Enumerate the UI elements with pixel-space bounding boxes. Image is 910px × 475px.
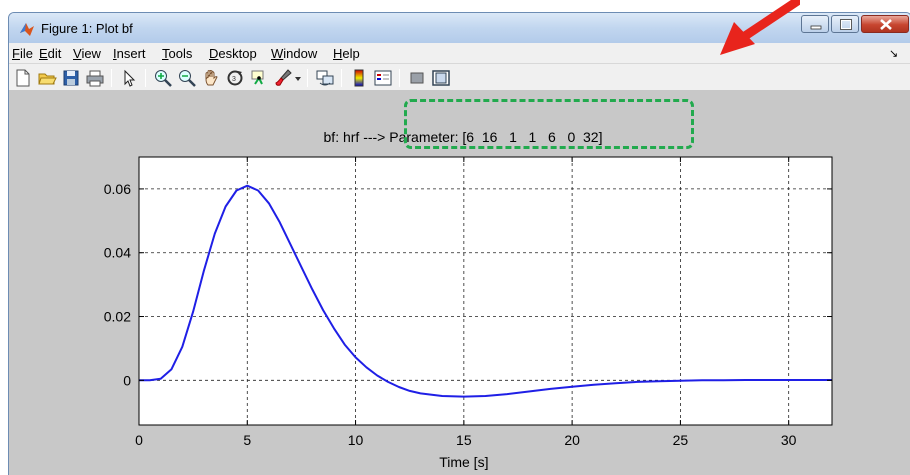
toolbar-separator (111, 69, 112, 87)
highlight-box (404, 99, 694, 149)
menu-file[interactable]: File (12, 46, 33, 61)
x-tick-label: 25 (673, 432, 689, 448)
menu-tools[interactable]: Tools (162, 46, 193, 61)
colorbar-icon[interactable] (349, 68, 369, 88)
maximize-button[interactable] (831, 15, 859, 33)
hide-plot-tools-icon[interactable] (407, 68, 427, 88)
svg-text:3: 3 (232, 76, 236, 83)
y-tick-label: 0.06 (104, 181, 131, 197)
x-tick-label: 15 (456, 432, 472, 448)
link-plot-icon[interactable] (315, 68, 335, 88)
y-tick-label: 0.04 (104, 245, 131, 261)
menu-help[interactable]: Help (333, 46, 360, 61)
menu-bar: File Edit View Insert Tools Desktop Wind… (9, 43, 910, 64)
data-cursor-icon[interactable] (249, 68, 269, 88)
minimize-icon (810, 25, 822, 30)
minimize-button[interactable] (801, 15, 829, 33)
zoom-in-icon[interactable] (153, 68, 173, 88)
print-icon[interactable] (85, 68, 105, 88)
y-tick-label: 0 (123, 372, 131, 388)
x-tick-label: 10 (348, 432, 364, 448)
pointer-icon[interactable] (119, 68, 139, 88)
y-tick-label: 0.02 (104, 309, 131, 325)
figure-window: Figure 1: Plot bf File Edit View Insert … (8, 12, 910, 475)
maximize-icon (840, 19, 852, 30)
menu-insert[interactable]: Insert (113, 46, 146, 61)
hrf-series-line (139, 184, 832, 398)
x-axis-label: Time [s] (439, 454, 488, 470)
toolbar-separator (341, 69, 342, 87)
x-tick-label: 5 (243, 432, 251, 448)
close-icon (880, 19, 892, 30)
x-tick-label: 0 (135, 432, 143, 448)
legend-icon[interactable] (373, 68, 393, 88)
menu-edit[interactable]: Edit (39, 46, 62, 61)
pan-hand-icon[interactable] (201, 68, 221, 88)
toolbar-separator (145, 69, 146, 87)
save-icon[interactable] (61, 68, 81, 88)
toolbar-separator (307, 69, 308, 87)
open-file-icon[interactable] (37, 68, 57, 88)
menu-dock-arrow-icon[interactable]: ↘ (889, 48, 899, 60)
plot-axes-background (139, 157, 832, 425)
show-plot-tools-icon[interactable] (431, 68, 451, 88)
plot-figure: 0 5 10 15 20 25 30 0 0.02 0.04 0.06 bf: hrf ---> Pa… (104, 129, 833, 470)
figure-toolbar: 3 (9, 64, 910, 91)
rotate-3d-icon[interactable]: 3 (225, 68, 245, 88)
window-title: Figure 1: Plot bf (41, 21, 133, 36)
plot-axes-frame (138, 156, 833, 426)
brush-icon[interactable] (273, 68, 293, 88)
x-tick-label: 30 (781, 432, 797, 448)
x-tick-label: 20 (564, 432, 580, 448)
brush-dropdown-arrow-icon[interactable] (293, 68, 303, 88)
menu-desktop[interactable]: Desktop (209, 46, 257, 61)
menu-window[interactable]: Window (271, 46, 318, 61)
figure-canvas: 0 5 10 15 20 25 30 0 0.02 0.04 0.06 bf: hrf ---> Pa… (9, 91, 910, 475)
toolbar-separator (399, 69, 400, 87)
menu-view[interactable]: View (73, 46, 101, 61)
close-button[interactable] (861, 15, 909, 33)
red-arrow-icon (720, 0, 800, 55)
new-figure-icon[interactable] (13, 68, 33, 88)
chart-title: bf: hrf ---> Parameter: [6 16 1 1 6 0 32… (324, 129, 603, 145)
matlab-logo-icon (20, 23, 34, 36)
zoom-out-icon[interactable] (177, 68, 197, 88)
